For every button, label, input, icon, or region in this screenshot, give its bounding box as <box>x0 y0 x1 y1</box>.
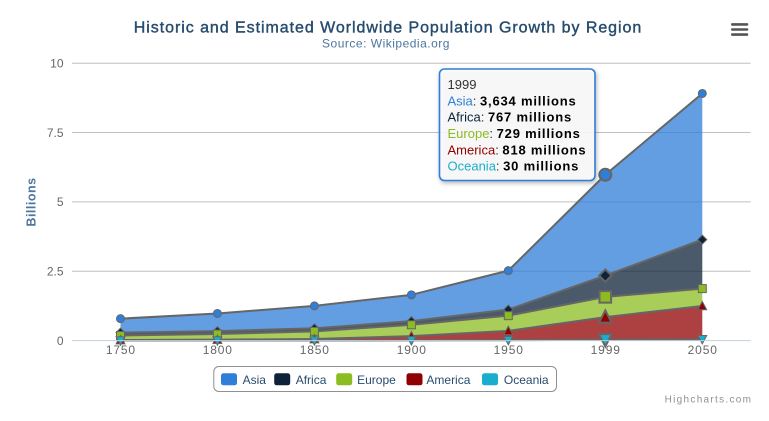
svg-text:Billions: Billions <box>25 177 39 226</box>
svg-text:Europe: Europe <box>357 373 396 387</box>
svg-text:America: 818 millions: America: 818 millions <box>448 142 587 157</box>
svg-text:0: 0 <box>57 334 64 348</box>
svg-text:7.5: 7.5 <box>47 126 64 140</box>
svg-text:1900: 1900 <box>397 343 427 357</box>
svg-text:Asia: Asia <box>243 373 267 387</box>
svg-text:10: 10 <box>50 57 64 71</box>
svg-text:Source: Wikipedia.org: Source: Wikipedia.org <box>322 37 450 51</box>
svg-text:Africa: 767 millions: Africa: 767 millions <box>448 110 573 125</box>
svg-text:1999: 1999 <box>591 343 621 357</box>
svg-text:5: 5 <box>57 195 64 209</box>
svg-text:1850: 1850 <box>300 343 330 357</box>
svg-text:Historic and Estimated Worldwi: Historic and Estimated Worldwide Populat… <box>134 19 642 36</box>
svg-text:Highcharts.com: Highcharts.com <box>665 395 753 406</box>
svg-text:Oceania: 30 millions: Oceania: 30 millions <box>448 159 580 174</box>
svg-text:America: America <box>426 373 470 387</box>
svg-text:Oceania: Oceania <box>504 373 549 387</box>
svg-text:1999: 1999 <box>448 77 477 92</box>
svg-text:1750: 1750 <box>106 343 136 357</box>
svg-text:2.5: 2.5 <box>47 265 64 279</box>
svg-text:Africa: Africa <box>296 373 327 387</box>
svg-text:Asia: 3,634 millions: Asia: 3,634 millions <box>448 93 577 108</box>
svg-text:Europe: 729 millions: Europe: 729 millions <box>448 126 581 141</box>
svg-text:2050: 2050 <box>688 343 718 357</box>
svg-text:1800: 1800 <box>203 343 233 357</box>
svg-text:1950: 1950 <box>494 343 524 357</box>
